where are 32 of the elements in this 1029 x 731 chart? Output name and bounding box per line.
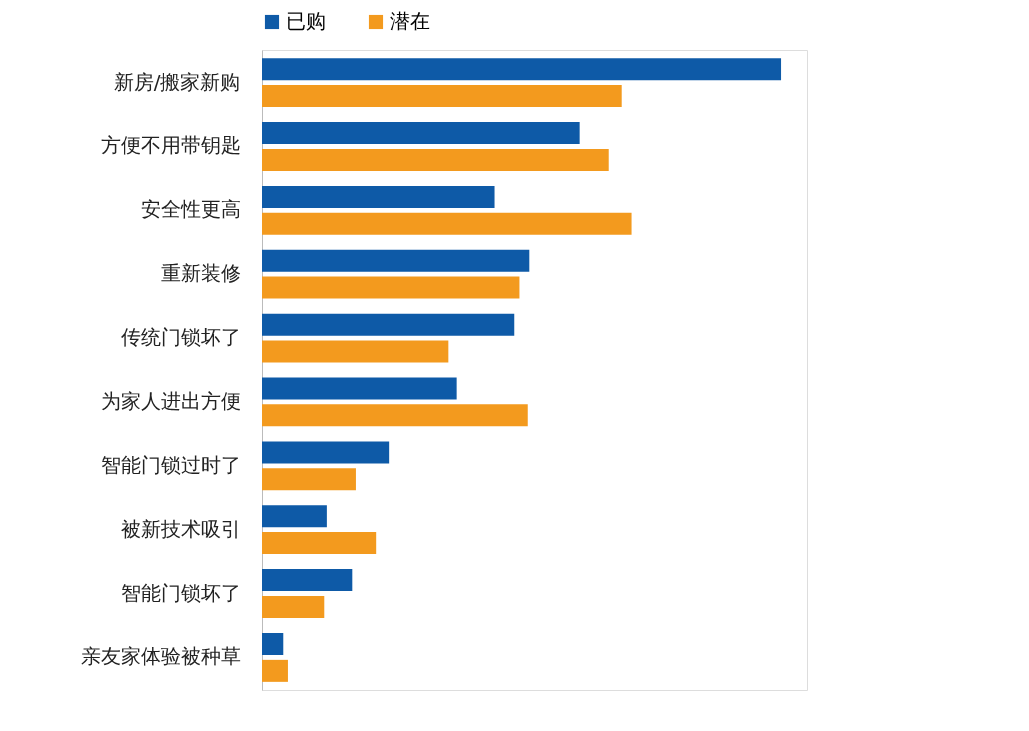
y-tick-label: 重新装修 [160,261,241,286]
bar [262,148,609,171]
bar [262,659,288,682]
bar [262,595,325,618]
bar [262,122,580,145]
legend-label: 已购 [286,9,326,33]
bar [262,377,457,400]
bar [262,212,632,235]
bar [262,340,449,363]
bar [262,313,515,336]
bar [262,249,530,272]
bar [262,569,353,592]
bar [262,532,377,555]
bar [262,58,782,81]
y-tick-label: 智能门锁坏了 [120,580,241,605]
y-tick-label: 智能门锁过时了 [100,452,241,477]
bar [262,633,284,655]
y-tick-label: 传统门锁坏了 [120,325,241,350]
bar [262,468,356,491]
bar [262,276,520,299]
bar [262,404,528,427]
y-tick-label: 被新技术吸引 [120,516,241,541]
y-tick-label: 方便不用带钥匙 [100,133,241,158]
bar [262,505,327,528]
y-tick-label: 为家人进出方便 [100,388,241,413]
y-tick-label: 亲友家体验被种草 [80,644,241,669]
bar [262,185,495,208]
bar [262,85,622,107]
legend-label: 潜在 [390,9,430,33]
bar [262,441,390,464]
y-tick-label: 安全性更高 [140,197,241,222]
y-tick-label: 新房/搬家新购 [113,69,241,94]
